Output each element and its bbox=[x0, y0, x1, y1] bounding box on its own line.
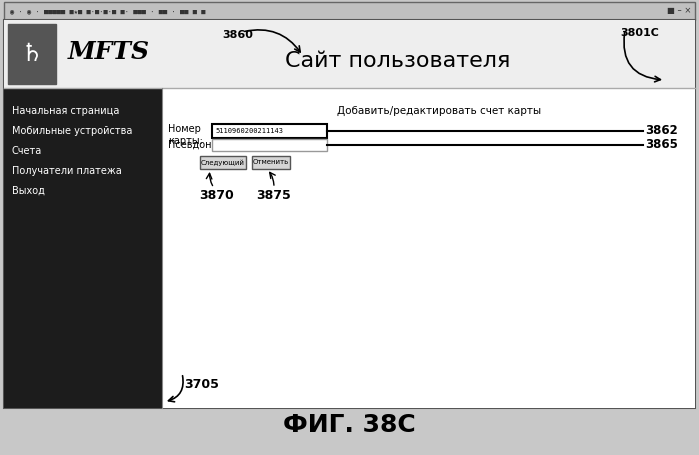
Text: Следующий: Следующий bbox=[201, 159, 245, 166]
Text: 3870: 3870 bbox=[200, 189, 234, 202]
Text: Счета: Счета bbox=[12, 146, 42, 156]
Text: ♄: ♄ bbox=[21, 42, 43, 66]
Text: Добавить/редактировать счет карты: Добавить/редактировать счет карты bbox=[337, 106, 541, 116]
Text: Мобильные устройства: Мобильные устройства bbox=[12, 126, 132, 136]
Text: 3705: 3705 bbox=[184, 378, 219, 391]
Bar bbox=[200, 156, 246, 169]
Text: ◉ · ◉ · ■■■■■ ■★■ ■·■·■·■ ■· ■■■ · ■■ · ■■ ■ ■: ◉ · ◉ · ■■■■■ ■★■ ■·■·■·■ ■· ■■■ · ■■ · … bbox=[10, 8, 206, 14]
Text: 3865: 3865 bbox=[645, 138, 678, 152]
Bar bbox=[212, 124, 327, 138]
Text: 3860: 3860 bbox=[222, 30, 253, 40]
Bar bbox=[212, 139, 327, 151]
Text: ФИГ. 38С: ФИГ. 38С bbox=[282, 413, 415, 437]
Text: MFTS: MFTS bbox=[68, 40, 150, 64]
Text: Псевдоним:: Псевдоним: bbox=[168, 140, 229, 150]
Bar bbox=[4, 20, 695, 408]
Bar bbox=[4, 20, 695, 88]
Text: Отменить: Отменить bbox=[253, 160, 289, 166]
Text: Сайт пользователя: Сайт пользователя bbox=[285, 51, 510, 71]
Text: 5110960200211143: 5110960200211143 bbox=[215, 128, 283, 134]
Text: 3875: 3875 bbox=[257, 189, 291, 202]
Text: Начальная страница: Начальная страница bbox=[12, 106, 120, 116]
Bar bbox=[8, 24, 56, 84]
Text: Номер: Номер bbox=[168, 124, 201, 134]
Text: Выход: Выход bbox=[12, 186, 45, 196]
Text: карты:: карты: bbox=[168, 136, 203, 146]
Text: 3862: 3862 bbox=[645, 125, 678, 137]
Text: ■ – ×: ■ – × bbox=[667, 6, 691, 15]
Text: 3801С: 3801С bbox=[620, 28, 659, 38]
Text: Получатели платежа: Получатели платежа bbox=[12, 166, 122, 176]
Bar bbox=[162, 88, 695, 408]
Bar bbox=[4, 88, 162, 408]
Bar bbox=[4, 2, 695, 20]
Bar bbox=[252, 156, 290, 169]
